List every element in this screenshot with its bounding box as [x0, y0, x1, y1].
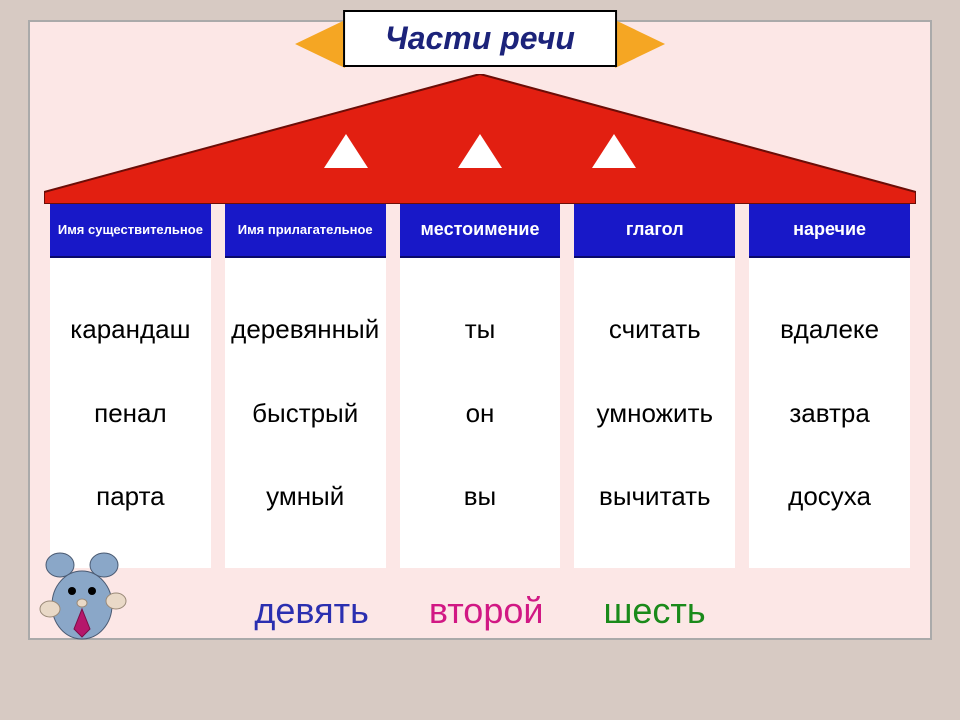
word: пенал [94, 398, 167, 429]
word: завтра [789, 398, 869, 429]
word: досуха [788, 481, 871, 512]
column-body: вдалеке завтра досуха [749, 258, 910, 568]
column-adverb: наречие вдалеке завтра досуха [749, 200, 910, 568]
word: умный [266, 481, 344, 512]
footer-word-2: второй [429, 590, 544, 632]
roof-triangles [30, 134, 930, 168]
footer-word-3: шесть [603, 590, 705, 632]
word: ты [465, 314, 496, 345]
column-header: Имя существительное [50, 200, 211, 258]
column-body: карандаш пенал парта [50, 258, 211, 568]
word: быстрый [252, 398, 358, 429]
ribbon-title: Части речи [343, 10, 617, 67]
column-body: считать умножить вычитать [574, 258, 735, 568]
column-header: местоимение [400, 200, 561, 258]
ribbon-wing-right-icon [615, 20, 665, 68]
column-verb: глагол считать умножить вычитать [574, 200, 735, 568]
column-pronoun: местоимение ты он вы [400, 200, 561, 568]
word: парта [96, 481, 165, 512]
word: вдалеке [780, 314, 879, 345]
column-noun: Имя существительное карандаш пенал парта [50, 200, 211, 568]
triangle-icon [592, 134, 636, 168]
word: вычитать [599, 481, 711, 512]
column-adjective: Имя прилагательное деревянный быстрый ум… [225, 200, 386, 568]
word: умножить [597, 398, 713, 429]
triangle-icon [458, 134, 502, 168]
word: он [466, 398, 495, 429]
column-body: ты он вы [400, 258, 561, 568]
title-ribbon: Части речи [343, 10, 617, 67]
word: вы [464, 481, 497, 512]
word: деревянный [231, 314, 379, 345]
column-body: деревянный быстрый умный [225, 258, 386, 568]
footer-words: девять второй шесть [30, 590, 930, 632]
stage: Части речи Имя существительное карандаш … [0, 0, 960, 720]
triangle-icon [324, 134, 368, 168]
column-header: Имя прилагательное [225, 200, 386, 258]
column-header: наречие [749, 200, 910, 258]
column-header: глагол [574, 200, 735, 258]
ribbon-wing-left-icon [295, 20, 345, 68]
footer-word-1: девять [254, 590, 369, 632]
word: карандаш [70, 314, 190, 345]
columns-container: Имя существительное карандаш пенал парта… [50, 200, 910, 568]
main-panel: Части речи Имя существительное карандаш … [28, 20, 932, 640]
word: считать [609, 314, 701, 345]
character-icon [38, 551, 148, 656]
